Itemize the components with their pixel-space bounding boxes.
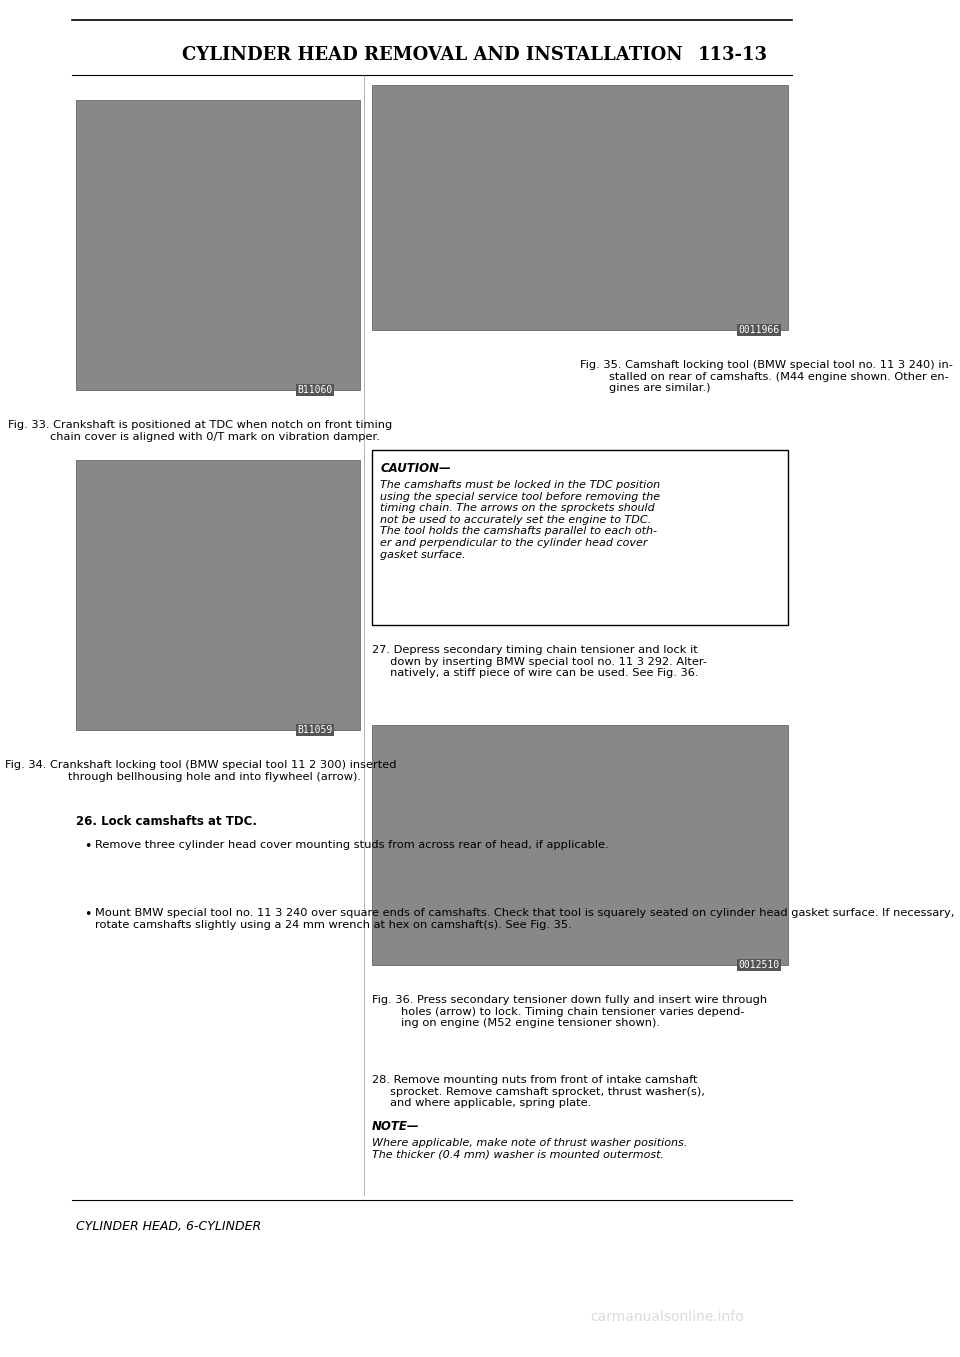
Text: 0012510: 0012510 [738,959,780,970]
Text: Fig. 35. Camshaft locking tool (BMW special tool no. 11 3 240) in-
        stall: Fig. 35. Camshaft locking tool (BMW spec… [580,360,953,394]
Text: 27. Depress secondary timing chain tensioner and lock it
     down by inserting : 27. Depress secondary timing chain tensi… [372,645,708,678]
Text: B11060: B11060 [297,385,332,395]
Text: 28. Remove mounting nuts from front of intake camshaft
     sprocket. Remove cam: 28. Remove mounting nuts from front of i… [372,1075,705,1109]
Text: Mount BMW special tool no. 11 3 240 over square ends of camshafts. Check that to: Mount BMW special tool no. 11 3 240 over… [95,908,954,930]
Text: NOTE—: NOTE— [372,1120,420,1133]
Text: Remove three cylinder head cover mounting studs from across rear of head, if app: Remove three cylinder head cover mountin… [95,840,609,849]
Bar [77,460,360,730]
Text: CAUTION—: CAUTION— [380,461,451,475]
Text: Where applicable, make note of thrust washer positions.
The thicker (0.4 mm) was: Where applicable, make note of thrust wa… [372,1139,687,1160]
Text: B11059: B11059 [297,725,332,735]
Text: carmanualsonline.info: carmanualsonline.info [590,1310,744,1324]
Text: 0011966: 0011966 [738,324,780,335]
Text: •: • [84,840,92,854]
Text: Fig. 34. Crankshaft locking tool (BMW special tool 11 2 300) inserted
        th: Fig. 34. Crankshaft locking tool (BMW sp… [5,760,396,782]
Text: CYLINDER HEAD, 6-CYLINDER: CYLINDER HEAD, 6-CYLINDER [77,1220,261,1234]
Text: 113-13: 113-13 [698,46,768,64]
Bar [372,725,788,965]
Text: 26. Lock camshafts at TDC.: 26. Lock camshafts at TDC. [77,816,257,828]
Text: Fig. 36. Press secondary tensioner down fully and insert wire through
        ho: Fig. 36. Press secondary tensioner down … [372,995,767,1029]
Text: The camshafts must be locked in the TDC position
using the special service tool : The camshafts must be locked in the TDC … [380,480,660,559]
Bar [77,100,360,389]
Text: Fig. 33. Crankshaft is positioned at TDC when notch on front timing
        chai: Fig. 33. Crankshaft is positioned at TDC… [9,421,393,441]
Bar [372,85,788,330]
Text: •: • [84,908,92,921]
Bar [372,451,788,626]
Text: CYLINDER HEAD REMOVAL AND INSTALLATION: CYLINDER HEAD REMOVAL AND INSTALLATION [181,46,683,64]
